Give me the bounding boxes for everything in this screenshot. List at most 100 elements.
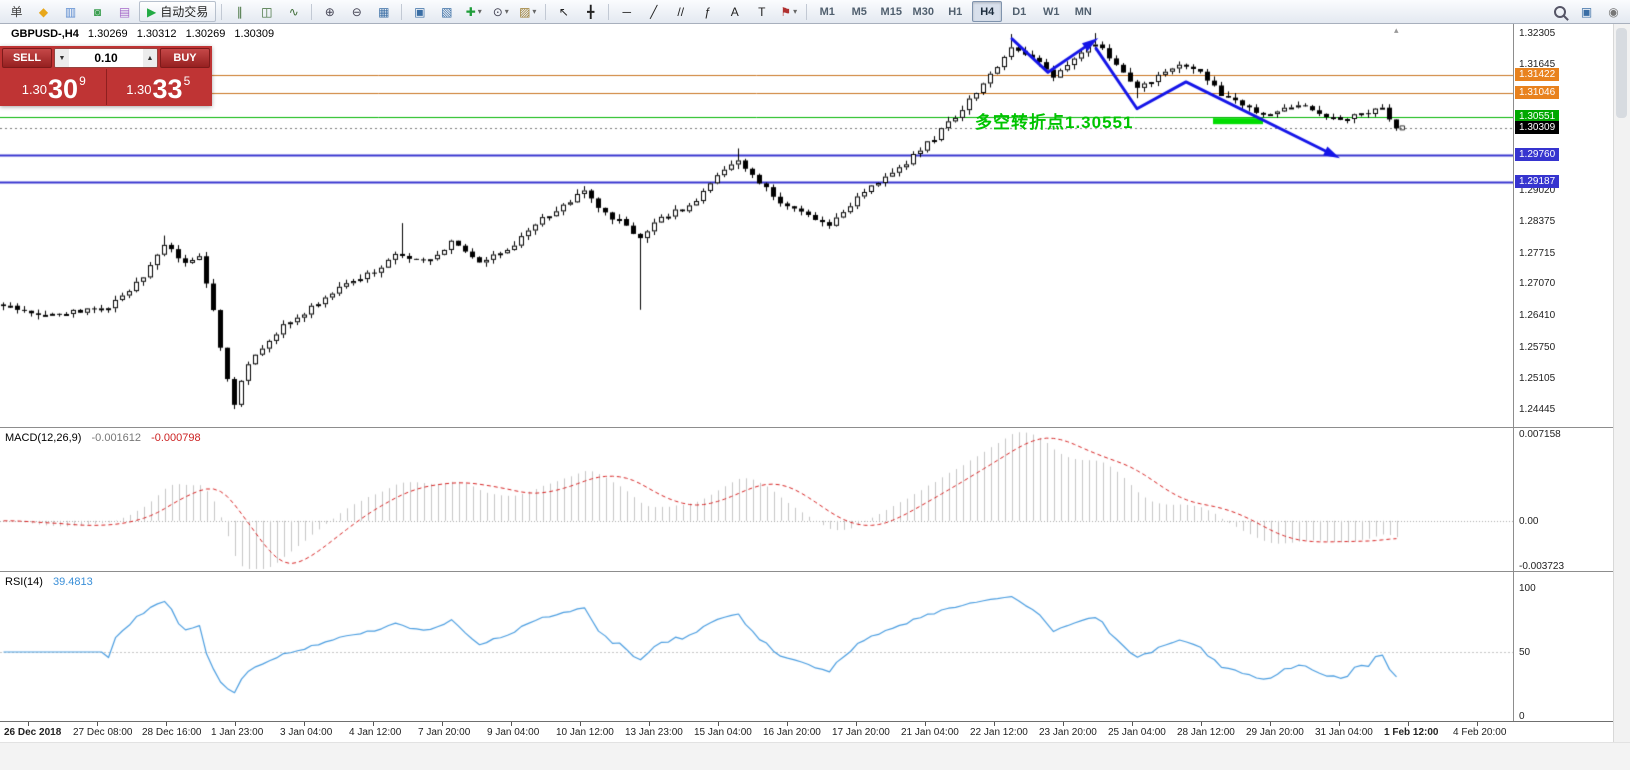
rsi-scale-label: 0 [1519,711,1525,722]
toolbar-separator [221,3,223,20]
new-order-icon-glyph: ◆ [38,4,49,19]
time-axis-tick [373,722,374,726]
rsi-canvas[interactable] [0,572,1513,722]
crosshair-icon[interactable]: ╋ [578,1,603,22]
time-axis-label: 13 Jan 23:00 [625,727,683,738]
text-icon[interactable]: A [722,1,747,22]
tile-windows-icon-glyph: ▦ [378,4,390,19]
line-chart-icon[interactable]: ∿ [281,1,306,22]
periods-icon[interactable]: ⊙ ▾ [488,1,513,22]
sell-price-button[interactable]: 1.30 30 9 [2,69,106,105]
autotrading-button[interactable]: ▶ 自动交易 [139,1,217,22]
volume-up-button[interactable]: ▲ [143,49,157,67]
time-axis-tick [649,722,650,726]
open-value: 1.30269 [87,28,128,40]
time-axis-label: 28 Dec 16:00 [142,727,202,738]
zoom-out-icon[interactable]: ⊖ [344,1,369,22]
pivot-annotation: 多空转折点1.30551 [975,113,1134,132]
toolbar-separator [311,3,313,20]
new-order-icon[interactable]: ◆ [31,1,56,22]
cursor-icon-glyph: ↖ [558,4,569,19]
price-scale-label: 1.28375 [1519,215,1556,227]
volume-input[interactable] [69,49,143,67]
fibonacci-icon[interactable]: ƒ [695,1,720,22]
price-scale[interactable]: 1.32305 1.31645 1.29020 1.28375 1.27715 1.270… [1513,24,1614,427]
timeframe-m15-button[interactable]: M15 [880,5,902,18]
magnifier-glyph [1553,5,1566,18]
support-line-lower-badge: 1.29187 [1515,175,1560,189]
horizontal-line-icon[interactable]: ─ [614,1,639,22]
dropdown-arrow-icon[interactable]: ▾ [504,7,509,16]
market-watch-icon[interactable]: ◙ [85,1,110,22]
autotrading-button-glyph: ▶ [147,4,157,19]
text-label-icon[interactable]: T [749,1,774,22]
cascade-windows-icon[interactable]: ▧ [434,1,459,22]
zoom-out-icon-glyph: ⊖ [351,4,362,19]
time-axis-label: 7 Jan 20:00 [418,727,471,738]
volume-down-button[interactable]: ▼ [55,49,69,67]
macd-panel: MACD(12,26,9) -0.001612 -0.000798 0.0071… [0,428,1614,572]
indicators-add-icon-glyph: ✚ [465,4,476,19]
timeframe-m30-button[interactable]: M30 [912,5,934,18]
macd-label: MACD(12,26,9) [5,432,82,444]
order-label: 单 [4,1,29,22]
dropdown-arrow-icon[interactable]: ▾ [793,7,798,16]
time-axis-label: 1 Jan 23:00 [211,727,264,738]
price-chart-canvas[interactable] [0,24,1513,428]
one-click-trading-panel: SELL ▼ ▲ BUY 1.30 30 9 1.30 33 5 [0,46,212,106]
alerts-icon[interactable]: ◉ [1601,1,1626,22]
text-label-icon-glyph: T [758,4,766,19]
charts-icon[interactable]: ▥ [58,1,83,22]
buy-price-button[interactable]: 1.30 33 5 [105,69,211,105]
rsi-scale: 100 50 0 [1513,572,1614,722]
zoom-in-icon[interactable]: ⊕ [317,1,342,22]
time-axis-tick [166,722,167,726]
candlestick-chart-icon-glyph: ◫ [261,4,273,19]
timeframe-mn-button[interactable]: MN [1074,5,1092,18]
chart-shift-marker[interactable]: ▴ [1394,25,1399,35]
arrange-windows-icon[interactable]: ▣ [407,1,432,22]
data-window-icon[interactable]: ▣ [1574,1,1599,22]
dropdown-arrow-icon[interactable]: ▾ [532,7,537,16]
timeframe-m1-button[interactable]: M1 [819,5,835,18]
navigator-icon[interactable]: ▤ [112,1,137,22]
timeframe-d1-button[interactable]: D1 [1012,5,1027,18]
trendline-icon[interactable]: ╱ [641,1,666,22]
time-axis-label: 22 Jan 12:00 [970,727,1028,738]
buy-price-sup: 5 [183,74,191,88]
crosshair-icon-glyph: ╋ [587,4,595,19]
price-scale-label: 1.29020 [1519,185,1556,197]
rsi-header: RSI(14) 39.4813 [5,576,93,588]
timeframe-h1-button[interactable]: H1 [948,5,963,18]
indicators-add-icon[interactable]: ✚ ▾ [461,1,486,22]
time-axis-label: 1 Feb 12:00 [1384,727,1439,738]
price-chart-panel: GBPUSD-,H4 1.30269 1.30312 1.30269 1.303… [0,24,1614,428]
bar-chart-icon[interactable]: ∥ [227,1,252,22]
time-axis-tick [1408,722,1409,726]
timeframe-h4-button[interactable]: H4 [972,1,1003,22]
dropdown-arrow-icon[interactable]: ▾ [477,7,482,16]
cursor-icon[interactable]: ↖ [551,1,576,22]
cascade-windows-icon-glyph: ▧ [441,4,453,19]
current-price-badge: 1.30309 [1515,121,1560,135]
candlestick-chart-icon[interactable]: ◫ [254,1,279,22]
macd-canvas[interactable] [0,428,1513,572]
sell-button[interactable]: SELL [2,48,52,68]
arrows-icon[interactable]: ⚑ ▾ [776,1,801,22]
time-axis-tick [511,722,512,726]
time-axis-tick [1201,722,1202,726]
vertical-scrollbar[interactable] [1613,24,1630,742]
price-scale-label: 1.32305 [1519,27,1556,39]
status-strip [0,742,1630,770]
search-icon[interactable] [1547,1,1572,22]
timeframe-w1-button[interactable]: W1 [1043,5,1060,18]
macd-main-value: -0.001612 [91,432,142,444]
macd-scale-label: -0.003723 [1519,561,1565,572]
timeframe-m5-button[interactable]: M5 [851,5,867,18]
templates-icon[interactable]: ▨ ▾ [515,1,540,22]
time-axis[interactable]: 26 Dec 2018 27 Dec 08:00 28 Dec 16:00 1 Jan… [0,722,1613,742]
buy-button[interactable]: BUY [160,48,210,68]
scrollbar-thumb[interactable] [1616,28,1627,118]
equidistant-channel-icon[interactable]: // [668,1,693,22]
tile-windows-icon[interactable]: ▦ [371,1,396,22]
